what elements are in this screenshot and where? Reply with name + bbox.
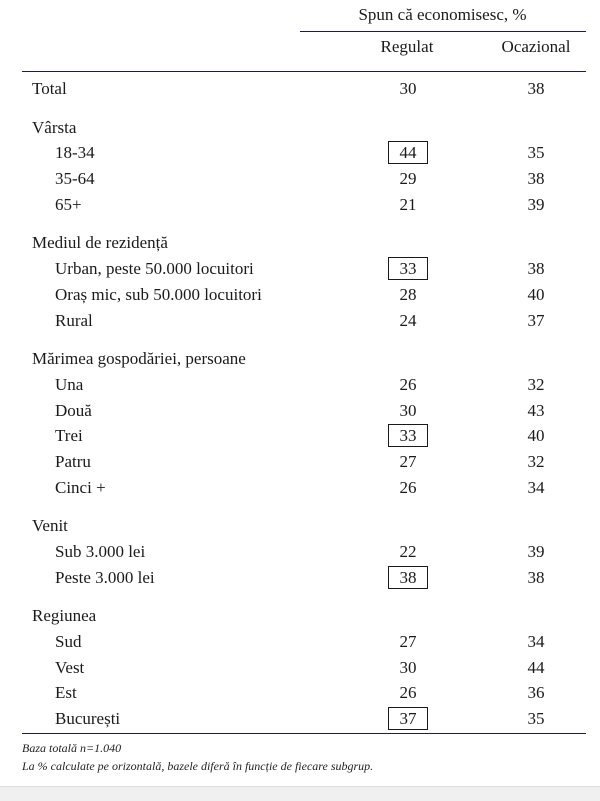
- cell-regulat: 28: [399, 284, 417, 304]
- row-label: Două: [55, 400, 92, 420]
- cell-ocazional: 36: [527, 683, 545, 703]
- table-row: 35-64 29 38: [0, 166, 600, 192]
- table-row: Cinci + 26 34: [0, 475, 600, 501]
- row-label: Oraș mic, sub 50.000 locuitori: [55, 284, 262, 304]
- cell-regulat: 24: [399, 310, 417, 330]
- cell-ocazional: 43: [527, 400, 545, 420]
- table-row: Total 30 38: [0, 76, 600, 102]
- footnote-method: La % calculate pe orizontală, bazele dif…: [22, 759, 374, 773]
- cell-regulat: 27: [399, 451, 417, 471]
- cell-ocazional: 38: [527, 169, 545, 189]
- cell-ocazional: 39: [527, 542, 545, 561]
- cell-regulat: 26: [399, 477, 417, 497]
- cell-regulat: 33: [388, 257, 428, 281]
- group-header-row: Mediul de rezidență: [0, 230, 600, 256]
- table-row: 65+ 21 39: [0, 192, 600, 218]
- cell-ocazional: 38: [527, 567, 545, 587]
- row-label: Una: [55, 374, 84, 394]
- table-row: Trei 33 40: [0, 423, 600, 449]
- header-bottom-rule: [22, 71, 586, 72]
- cell-ocazional: 40: [527, 284, 545, 304]
- row-label: 65+: [55, 194, 82, 214]
- row-label: Trei: [55, 426, 83, 446]
- cell-ocazional: 35: [527, 709, 545, 729]
- cell-regulat: 33: [388, 424, 428, 448]
- row-label: Regiunea: [32, 606, 97, 626]
- cell-ocazional: 35: [527, 143, 545, 163]
- table-row: București 37 35: [0, 706, 600, 732]
- cell-regulat: 37: [388, 707, 428, 731]
- column-group-header: Spun că economisesc, %: [358, 5, 527, 24]
- table-row: Peste 3.000 lei 38 38: [0, 565, 600, 591]
- cell-regulat: 38: [388, 565, 428, 589]
- group-header-row: Venit: [0, 513, 600, 539]
- footnote-base: Baza totală n=1.040: [22, 741, 122, 755]
- table-body: Total 30 38 Vârsta 18-34 44 35 35-64 29 38 65+ 21 39…: [0, 76, 600, 732]
- cell-regulat: 30: [399, 400, 417, 420]
- cell-regulat: 30: [399, 657, 417, 677]
- cell-regulat: 44: [388, 141, 428, 165]
- cell-regulat: 27: [399, 632, 417, 652]
- row-label: Total: [32, 79, 67, 98]
- row-label: Mărimea gospodăriei, persoane: [32, 349, 246, 369]
- cell-ocazional: 34: [527, 632, 545, 652]
- bottom-bar: [0, 786, 600, 801]
- row-label: Urban, peste 50.000 locuitori: [55, 259, 254, 279]
- group-header-row: Vârsta: [0, 115, 600, 141]
- table-row: Rural 24 37: [0, 308, 600, 334]
- row-label: 35-64: [55, 169, 95, 189]
- group-header-row: Mărimea gospodăriei, persoane: [0, 346, 600, 372]
- cell-regulat: 30: [399, 79, 417, 98]
- row-label: Venit: [32, 516, 68, 536]
- table-row: Sub 3.000 lei 22 39: [0, 539, 600, 565]
- cell-ocazional: 32: [527, 374, 545, 394]
- row-label: Vest: [55, 657, 85, 677]
- row-label: 18-34: [55, 143, 95, 163]
- cell-regulat: 29: [399, 169, 417, 189]
- column-header-regulat: Regulat: [380, 37, 434, 56]
- table-row: Oraș mic, sub 50.000 locuitori 28 40: [0, 282, 600, 308]
- column-header-ocazional: Ocazional: [501, 37, 571, 56]
- group-header-row: Regiunea: [0, 603, 600, 629]
- row-label: Patru: [55, 451, 91, 471]
- table-row: Sud 27 34: [0, 629, 600, 655]
- row-label: Rural: [55, 310, 93, 330]
- cell-ocazional: 44: [527, 657, 545, 677]
- row-label: Mediul de rezidență: [32, 233, 168, 253]
- cell-ocazional: 38: [527, 79, 545, 98]
- cell-regulat: 26: [399, 683, 417, 703]
- table-row: Patru 27 32: [0, 449, 600, 475]
- table-row: Urban, peste 50.000 locuitori 33 38: [0, 256, 600, 282]
- cell-ocazional: 34: [527, 477, 545, 497]
- table-bottom-rule: [22, 733, 586, 734]
- cell-ocazional: 39: [527, 194, 545, 214]
- row-label: Sud: [55, 632, 82, 652]
- table-row: Una 26 32: [0, 372, 600, 398]
- table-row: Vest 30 44: [0, 655, 600, 681]
- cell-ocazional: 37: [527, 310, 545, 330]
- cell-regulat: 22: [399, 542, 417, 561]
- table-row: 18-34 44 35: [0, 140, 600, 166]
- row-label: Peste 3.000 lei: [55, 567, 155, 587]
- row-label: Sub 3.000 lei: [55, 542, 146, 561]
- cell-regulat: 21: [399, 194, 417, 214]
- cell-regulat: 26: [399, 374, 417, 394]
- header-rule: [300, 31, 586, 32]
- row-label: Est: [55, 683, 77, 703]
- row-label: Cinci +: [55, 477, 106, 497]
- row-label: București: [55, 709, 121, 729]
- cell-ocazional: 40: [527, 426, 545, 446]
- table-row: Două 30 43: [0, 398, 600, 424]
- cell-ocazional: 32: [527, 451, 545, 471]
- table-row: Est 26 36: [0, 680, 600, 706]
- cell-ocazional: 38: [527, 259, 545, 279]
- row-label: Vârsta: [32, 117, 77, 137]
